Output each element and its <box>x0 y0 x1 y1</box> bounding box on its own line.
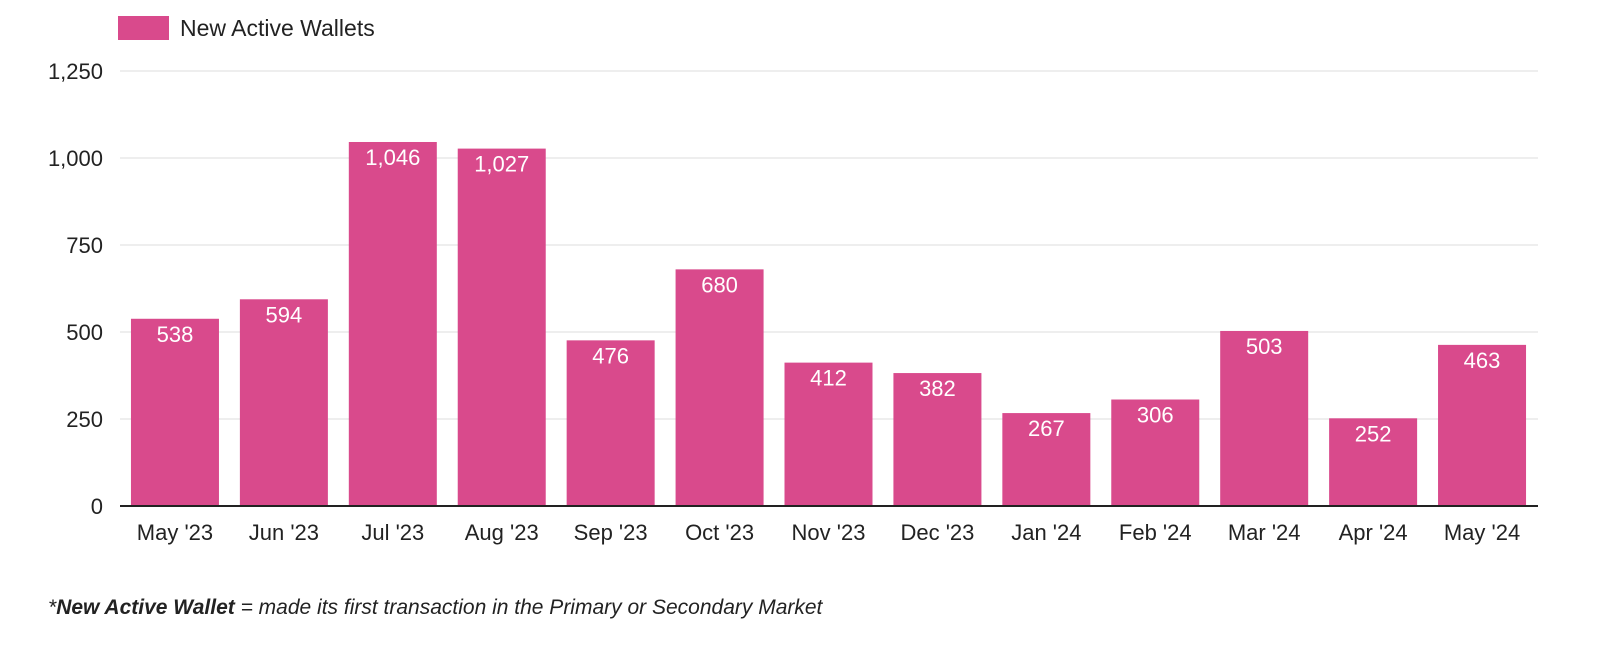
bar-value-label: 594 <box>266 302 303 327</box>
y-tick-label: 1,250 <box>48 59 103 84</box>
y-tick-label: 500 <box>66 320 103 345</box>
x-tick-label: Feb '24 <box>1119 520 1192 545</box>
bar-value-label: 306 <box>1137 403 1174 428</box>
legend-swatch <box>118 16 169 40</box>
bar-value-label: 1,046 <box>365 145 420 170</box>
bar <box>1111 399 1200 506</box>
bar-value-label: 538 <box>157 322 194 347</box>
footnote-definition: = made its first transaction in the Prim… <box>234 596 823 619</box>
bar-value-label: 267 <box>1028 416 1065 441</box>
x-tick-label: Mar '24 <box>1228 520 1301 545</box>
x-tick-label: Jan '24 <box>1011 520 1081 545</box>
x-axis-tick-labels: May '23 Jun '23 Jul '23 Aug '23 Sep '23 Oct '… <box>137 520 1520 545</box>
bar <box>566 340 655 506</box>
legend: New Active Wallets <box>118 15 375 41</box>
bar <box>675 269 764 506</box>
y-axis-tick-labels: 0 250 500 750 1,000 1,250 <box>48 59 103 519</box>
footnote-term: New Active Wallet <box>56 596 235 619</box>
bar <box>239 299 328 506</box>
legend-label: New Active Wallets <box>180 15 375 41</box>
bar <box>348 141 437 506</box>
bar-value-label: 412 <box>810 366 847 391</box>
footnote-prefix: * <box>48 596 57 619</box>
bar-value-label: 476 <box>592 343 629 368</box>
bar-value-label: 382 <box>919 376 956 401</box>
x-tick-label: Jul '23 <box>361 520 424 545</box>
x-tick-label: May '24 <box>1444 520 1520 545</box>
x-tick-label: Dec '23 <box>900 520 974 545</box>
bar <box>893 373 982 506</box>
x-tick-label: Nov '23 <box>792 520 866 545</box>
x-tick-label: Oct '23 <box>685 520 754 545</box>
bar-value-label: 1,027 <box>474 152 529 177</box>
bar <box>457 148 546 506</box>
x-tick-label: Aug '23 <box>465 520 539 545</box>
bar <box>130 318 219 506</box>
bar <box>1002 413 1091 506</box>
bar-value-label: 680 <box>701 272 738 297</box>
bar-value-label: 503 <box>1246 334 1283 359</box>
bar <box>1329 418 1418 506</box>
y-tick-label: 1,000 <box>48 146 103 171</box>
bar-value-label: 463 <box>1464 348 1501 373</box>
bar <box>1220 330 1309 506</box>
bar-value-label: 252 <box>1355 421 1392 446</box>
x-tick-label: Jun '23 <box>249 520 319 545</box>
bar-value-labels: 538 594 1,046 1,027 476 680 412 382 267 306 503 252… <box>157 145 1501 446</box>
bar <box>784 362 873 506</box>
y-tick-label: 250 <box>66 407 103 432</box>
y-tick-label: 0 <box>91 494 103 519</box>
bar <box>1438 344 1527 506</box>
x-tick-label: May '23 <box>137 520 213 545</box>
x-tick-label: Sep '23 <box>574 520 648 545</box>
y-tick-label: 750 <box>66 233 103 258</box>
footnote: *New Active Wallet = made its first tran… <box>48 596 822 620</box>
bars <box>130 141 1527 506</box>
x-tick-label: Apr '24 <box>1339 520 1408 545</box>
